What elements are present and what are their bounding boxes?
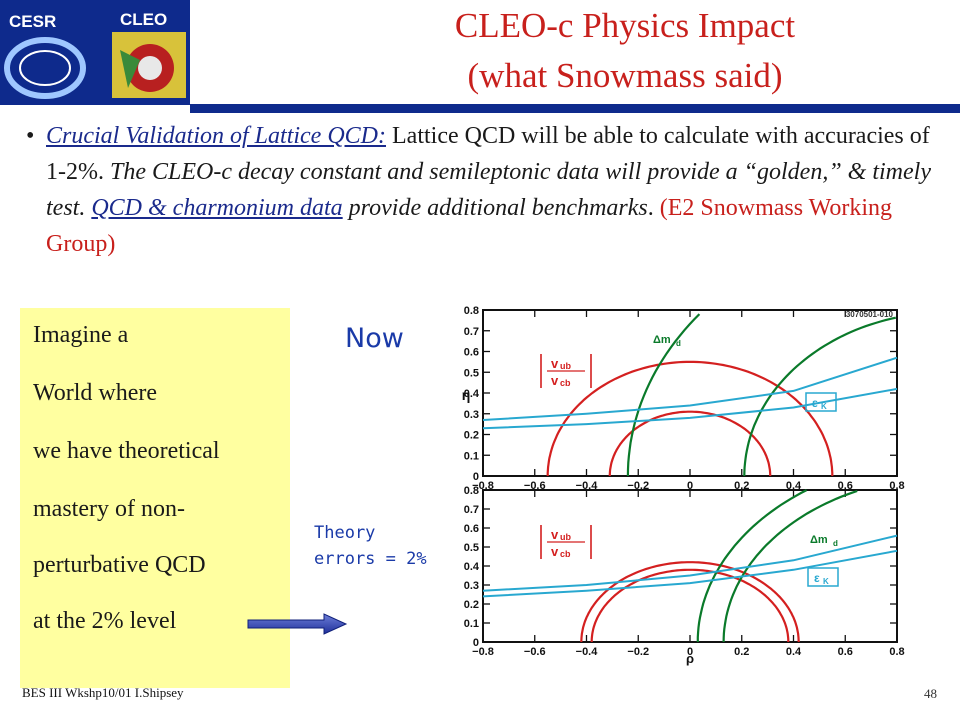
slide-subtitle: (what Snowmass said) <box>467 56 783 95</box>
y-tick-label: 0.5 <box>464 542 479 554</box>
cleo-detector-core-icon <box>138 56 162 80</box>
imagine-line: we have theoretical <box>33 438 220 464</box>
y-tick-label: 0.7 <box>464 504 479 516</box>
delta-md-sub-label: d <box>833 539 838 548</box>
constraint-curve <box>722 489 858 643</box>
theory-label-line2: errors = 2% <box>314 549 427 569</box>
constraint-curve <box>608 410 772 476</box>
y-tick-label: 0.6 <box>464 347 479 359</box>
epsilon-k-label: ε <box>814 571 820 585</box>
x-tick-label: 0 <box>687 646 693 658</box>
y-tick-label: 0.4 <box>464 388 480 400</box>
vub-vcb-fraction-num: v <box>551 356 559 371</box>
vub-vcb-fraction-num-sub: ub <box>560 532 571 542</box>
x-tick-label: 0.2 <box>734 646 749 658</box>
y-tick-label: 0 <box>473 471 479 483</box>
y-tick-label: 0.6 <box>464 523 479 535</box>
theory-label-line1: Theory <box>314 523 376 543</box>
bullet-text: Crucial Validation of Lattice QCD: Latti… <box>46 118 931 262</box>
cesr-logo-text: CESR <box>9 12 56 31</box>
y-tick-label: 0.3 <box>464 580 479 592</box>
delta-md-label: Δm <box>653 334 671 346</box>
cleo-logo-text: CLEO <box>120 10 167 29</box>
bullet-paragraph: • Crucial Validation of Lattice QCD: Lat… <box>26 118 931 262</box>
x-tick-label: 0.8 <box>889 646 904 658</box>
epsilon-k-band <box>482 387 898 430</box>
vub-vcb-fraction-den: v <box>551 373 559 388</box>
imagine-line: mastery of non- <box>33 496 185 522</box>
imagine-line: at the 2% level <box>33 608 177 634</box>
y-tick-label: 0.3 <box>464 409 479 421</box>
vub-vcb-fraction-den-sub: cb <box>560 549 571 559</box>
x-tick-label: −0.6 <box>524 646 546 658</box>
arrow-icon <box>247 613 348 635</box>
y-tick-label: 0.5 <box>464 367 479 379</box>
page-number: 48 <box>924 686 937 701</box>
epsilon-k-box <box>805 392 837 412</box>
imagine-box <box>20 308 290 688</box>
footer-credit: BES III Wkshp10/01 I.Shipsey <box>22 685 184 700</box>
snowmass-source: (E2 Snowmass Working Group) <box>46 195 893 257</box>
constraint-curve <box>546 360 834 476</box>
y-tick-label: 0.4 <box>464 561 480 573</box>
bullet-sentence-4: provide additional benchmarks <box>342 195 648 221</box>
vub-vcb-fraction-den-sub: cb <box>560 378 571 388</box>
y-tick-label: 0.8 <box>464 305 479 317</box>
y-tick-label: 0.7 <box>464 326 479 338</box>
y-tick-label: 0 <box>473 637 479 649</box>
constraint-curve <box>743 316 897 477</box>
bullet-sentence-5: . <box>647 195 660 221</box>
constraint-curve <box>696 489 808 642</box>
y-tick-label: 0.8 <box>464 485 479 497</box>
constraint-curve <box>580 561 800 643</box>
delta-md-label: Δm <box>810 534 828 546</box>
plot-frame <box>482 489 898 643</box>
y-tick-label: 0.1 <box>464 618 479 630</box>
delta-md-sub-label: d <box>676 339 681 348</box>
bullet-sentence-2: The CLEO-c decay constant and semilepton… <box>46 159 931 221</box>
cesr-cleo-logo: CESR CLEO <box>0 0 190 105</box>
x-tick-label: 0.6 <box>838 646 853 658</box>
slide-title: CLEO-c Physics Impact <box>454 6 796 45</box>
figure-code-label: 3070501-010 <box>846 310 894 319</box>
lattice-qcd-heading: Crucial Validation of Lattice QCD: <box>46 123 386 149</box>
x-tick-label: −0.8 <box>472 646 494 658</box>
theory-errors-label: Theory errors = 2% <box>314 520 427 572</box>
x-tick-label: 0 <box>687 480 693 492</box>
x-tick-label: −0.2 <box>627 646 649 658</box>
epsilon-k-band <box>482 549 898 598</box>
epsilon-k-label: ε <box>812 396 818 410</box>
vub-vcb-fraction-num-sub: ub <box>560 361 571 371</box>
x-tick-label: −0.4 <box>576 646 599 658</box>
imagine-line: World where <box>33 380 158 406</box>
title-underline-bar <box>190 104 960 113</box>
x-tick-label: 0.4 <box>786 646 802 658</box>
constraint-curve <box>590 568 790 642</box>
y-tick-label: 0.1 <box>464 450 479 462</box>
imagine-line: perturbative QCD <box>33 552 206 578</box>
imagine-line: Imagine a <box>33 322 129 348</box>
cesr-ring-icon <box>4 37 86 99</box>
vub-vcb-fraction-num: v <box>551 527 559 542</box>
logo-graphic: CESR CLEO <box>4 10 186 99</box>
epsilon-k-band <box>482 356 898 421</box>
epsilon-k-sub-label: K <box>821 402 827 411</box>
cleo-detector-segment-icon <box>120 50 140 88</box>
constraint-curve <box>626 313 701 477</box>
cesr-inner-ring-icon <box>19 50 71 86</box>
now-label: Now <box>345 323 404 354</box>
x-axis-label: ρ <box>686 651 694 666</box>
epsilon-k-box <box>807 567 839 587</box>
unitarity-triangle-chart: −0.8 −0.6 −0.4 −0.2 0 0.2 0.4 0.6 0.8 0 0.1 0.2 0.3 0… <box>462 305 905 666</box>
y-tick-label: 0.2 <box>464 430 479 442</box>
y-axis-label: η <box>462 387 471 403</box>
charmonium-link-text: QCD & charmonium data <box>91 195 343 221</box>
bullet-marker: • <box>26 123 35 149</box>
bullet-sentence-1: Lattice QCD will be able to calculate wi… <box>46 123 930 185</box>
epsilon-k-band <box>482 534 898 592</box>
vub-vcb-fraction-den: v <box>551 544 559 559</box>
epsilon-k-sub-label: K <box>823 577 829 586</box>
y-tick-label: 0.2 <box>464 599 479 611</box>
